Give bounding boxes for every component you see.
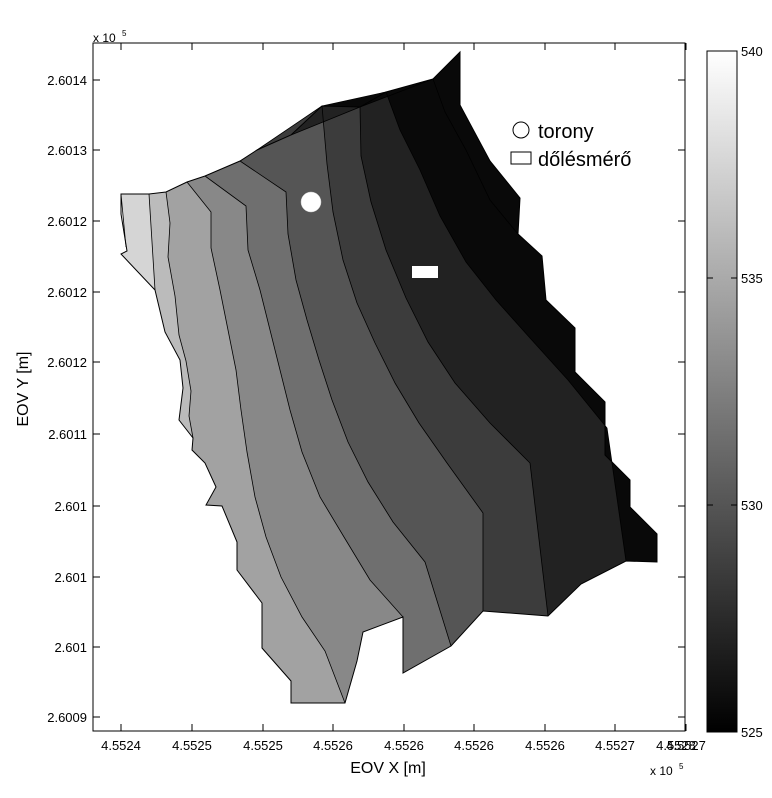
- y-axis: 2.6009 2.601 2.601 2.601 2.6011 2.6012 2.6012 2…: [47, 73, 685, 725]
- contour-line: [359, 78, 519, 235]
- y-tick-label: 2.6012: [47, 285, 87, 300]
- colorbar: [706, 50, 738, 733]
- x-tick-label: 4.5528: [656, 738, 696, 753]
- x-tick-label: 4.5527: [666, 738, 706, 753]
- contour-line: [204, 175, 404, 618]
- legend-rect-icon: [510, 151, 532, 165]
- colorbar-ticks: 525 530 535 540: [707, 44, 763, 740]
- x-tick-label: 4.5526: [384, 738, 424, 753]
- torony-marker: [300, 191, 322, 213]
- colorbar-tick-label: 525: [741, 725, 763, 740]
- y-axis-label: EOV Y [m]: [15, 352, 32, 427]
- contour-line: [148, 193, 156, 291]
- legend-label-dolesmero: dőlésmérő: [538, 149, 631, 171]
- colorbar-tick-label: 535: [741, 271, 763, 286]
- x-tick-label: 4.5525: [172, 738, 212, 753]
- colorbar-tick-label: 540: [741, 44, 763, 59]
- legend-label-torony: torony: [538, 121, 594, 143]
- y-exponent-power: 5: [122, 29, 127, 38]
- x-axis: 4.5524 4.5525 4.5525 4.5526 4.5526 4.5526 4.55…: [101, 43, 706, 753]
- domain-outline: [120, 50, 658, 704]
- contour-line: [256, 105, 484, 611]
- x-tick-label: 4.5526: [525, 738, 565, 753]
- contour-band: [360, 52, 520, 234]
- x-axis-label: EOV X [m]: [350, 760, 426, 777]
- y-tick-label: 2.6009: [47, 710, 87, 725]
- x-exponent-label: x 10: [650, 764, 673, 778]
- x-tick-label: 4.5527: [595, 738, 635, 753]
- legend-circle-icon: [512, 121, 530, 139]
- legend: torony dőlésmérő: [510, 121, 631, 171]
- y-tick-label: 2.6012: [47, 214, 87, 229]
- y-tick-label: 2.6013: [47, 143, 87, 158]
- x-tick-label: 4.5525: [243, 738, 283, 753]
- contour-line: [290, 106, 549, 617]
- domain-outline-path: [120, 50, 658, 704]
- x-tick-label: 4.5526: [313, 738, 353, 753]
- contour-band: [322, 52, 657, 562]
- x-exponent-power: 5: [679, 762, 684, 771]
- contour-line: [165, 191, 194, 439]
- y-tick-label: 2.6011: [48, 427, 87, 442]
- colorbar-tick-label: 530: [741, 498, 763, 513]
- contour-band: [291, 52, 657, 616]
- contour-bands: [120, 52, 657, 704]
- y-tick-label: 2.601: [54, 570, 87, 585]
- contour-line: [239, 160, 452, 647]
- x-tick-label: 4.5524: [101, 738, 141, 753]
- contour-line: [186, 181, 346, 704]
- y-tick-label: 2.6012: [47, 355, 87, 370]
- y-tick-label: 2.601: [54, 640, 87, 655]
- x-tick-label: 4.5526: [454, 738, 494, 753]
- y-exponent-label: x 10: [93, 31, 116, 45]
- contour-line: [321, 91, 627, 562]
- y-tick-label: 2.6014: [47, 73, 87, 88]
- dolesmero-marker: [412, 266, 438, 278]
- y-tick-label: 2.601: [54, 499, 87, 514]
